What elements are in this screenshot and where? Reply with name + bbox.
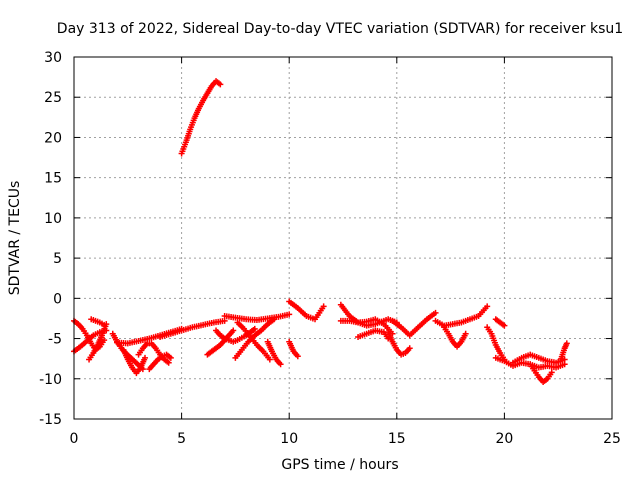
y-tick-label: 30	[44, 50, 62, 66]
series-arc-23	[385, 329, 413, 358]
grid	[73, 56, 613, 420]
data-point	[165, 359, 172, 366]
data-point	[277, 361, 284, 368]
series-arc-4	[88, 316, 108, 328]
data-point	[101, 337, 108, 344]
series-arc-22	[355, 327, 392, 342]
chart-title: Day 313 of 2022, Sidereal Day-to-day VTE…	[57, 21, 623, 37]
data-point	[462, 330, 469, 337]
series-arc-24	[389, 309, 439, 339]
series-arc-18	[286, 338, 301, 360]
data-point	[294, 353, 301, 360]
y-tick-labels: -15 -10 -5 0 5 10 15 20 25 30	[39, 50, 62, 428]
series-arc-6	[120, 346, 149, 377]
data-point	[484, 303, 491, 310]
data-point	[286, 311, 293, 318]
y-tick-label: 0	[53, 291, 62, 307]
y-tick-label: 20	[44, 130, 62, 146]
series-arc-28	[492, 316, 508, 329]
series-arc-31	[527, 361, 555, 385]
data-point	[230, 327, 237, 334]
y-tick-label: -15	[39, 412, 62, 428]
y-tick-label: -10	[39, 372, 62, 388]
x-axis-label: GPS time / hours	[281, 457, 398, 473]
data-point	[432, 309, 439, 316]
data-point	[142, 354, 149, 361]
y-tick-label: 15	[44, 171, 62, 187]
series-arc-11	[178, 78, 224, 157]
series-arc-26	[441, 324, 469, 350]
series-arc-9	[146, 351, 174, 373]
series-arc-3	[86, 321, 110, 363]
y-tick-label: 10	[44, 211, 62, 227]
data-point	[167, 354, 174, 361]
y-tick-label: -5	[48, 332, 62, 348]
y-axis-label: SDTVAR / TECUs	[7, 181, 23, 296]
data-point	[266, 356, 273, 363]
x-tick-label: 0	[70, 431, 79, 447]
data-point	[406, 345, 413, 352]
series-arc-16	[221, 311, 293, 324]
series-arc-15	[234, 319, 273, 363]
y-tick-label: 5	[53, 251, 62, 267]
data-point	[251, 325, 258, 332]
x-tick-label: 20	[495, 431, 513, 447]
series-arc-32	[557, 340, 570, 365]
data-point	[101, 321, 108, 328]
x-tick-label: 15	[388, 431, 406, 447]
series-arc-10	[157, 317, 228, 340]
data-points	[71, 78, 570, 385]
data-point	[217, 81, 224, 88]
data-point	[501, 322, 508, 329]
data-point	[320, 303, 327, 310]
x-tick-label: 5	[177, 431, 186, 447]
series-arc-27	[484, 324, 508, 363]
data-point	[548, 369, 555, 376]
x-tick-label: 25	[603, 431, 621, 447]
y-tick-label: 25	[44, 90, 62, 106]
plot-frame	[73, 56, 613, 420]
series-arc-30	[510, 351, 568, 366]
series-arc-19	[286, 298, 327, 323]
series-arc-25	[432, 303, 491, 329]
series-arc-17	[264, 338, 284, 368]
x-tick-labels: 0 5 10 15 20 25	[70, 431, 621, 447]
x-tick-label: 10	[280, 431, 298, 447]
data-point	[563, 340, 570, 347]
